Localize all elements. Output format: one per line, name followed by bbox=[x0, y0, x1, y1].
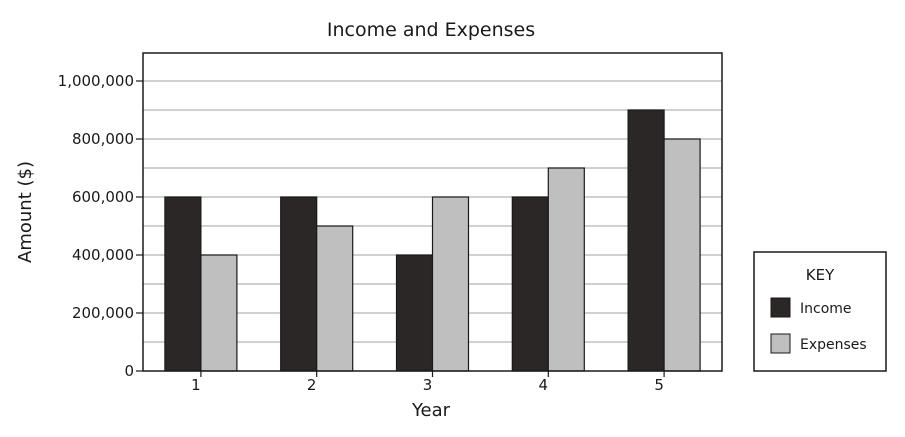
bar-expenses-year-4 bbox=[547, 167, 585, 372]
bar-expenses-year-1 bbox=[200, 254, 238, 372]
bar-income-year-5 bbox=[627, 109, 665, 372]
bar-expenses-year-5 bbox=[663, 138, 701, 372]
y-tick-label: 200,000 bbox=[72, 304, 134, 322]
x-tick-label: 3 bbox=[423, 376, 433, 394]
bar-income-year-3 bbox=[395, 254, 434, 372]
legend-title: KEY bbox=[806, 266, 835, 284]
legend-label-income: Income bbox=[800, 301, 852, 317]
y-axis-ticks: 0 200,000 400,000 600,000 800,000 1,000,000 bbox=[58, 72, 143, 380]
x-tick-label: 5 bbox=[654, 376, 664, 394]
y-tick-label: 0 bbox=[124, 362, 134, 380]
bar-expenses-year-2 bbox=[316, 225, 354, 372]
x-tick-label: 2 bbox=[307, 376, 317, 394]
x-tick-label: 4 bbox=[539, 376, 549, 394]
legend-label-expenses: Expenses bbox=[800, 337, 867, 353]
x-axis-label: Year bbox=[411, 400, 451, 421]
chart-title: Income and Expenses bbox=[327, 19, 535, 41]
bars bbox=[164, 109, 701, 372]
y-axis-label: Amount ($) bbox=[15, 161, 36, 263]
y-tick-label: 1,000,000 bbox=[58, 72, 134, 90]
bar-income-year-2 bbox=[280, 196, 318, 372]
y-tick-label: 800,000 bbox=[72, 130, 134, 148]
legend: KEY Income Expenses bbox=[753, 251, 887, 372]
legend-swatch-expenses bbox=[770, 333, 791, 354]
bar-income-year-1 bbox=[164, 196, 202, 372]
x-axis-ticks: 1 2 3 4 5 bbox=[191, 371, 665, 394]
y-tick-label: 600,000 bbox=[72, 188, 134, 206]
bar-expenses-year-3 bbox=[431, 196, 470, 372]
x-tick-label: 1 bbox=[191, 376, 201, 394]
bar-income-year-4 bbox=[511, 196, 549, 372]
legend-swatch-income bbox=[770, 297, 791, 318]
y-tick-label: 400,000 bbox=[72, 246, 134, 264]
